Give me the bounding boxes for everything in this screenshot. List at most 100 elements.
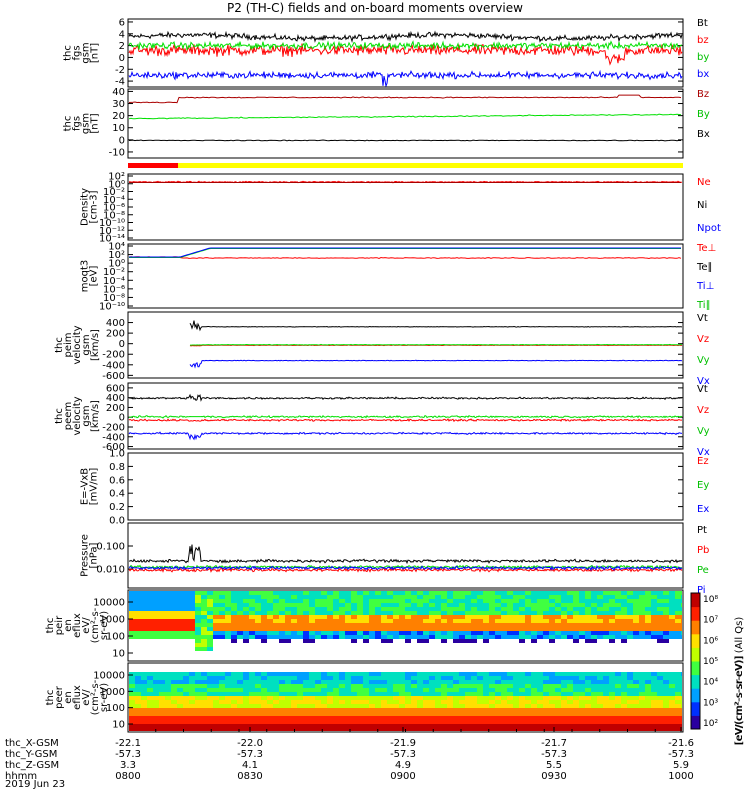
spec-cell: [573, 623, 579, 627]
spec-cell: [387, 611, 393, 615]
spec-cell: [669, 692, 675, 696]
spec-cell: [279, 627, 285, 631]
spec-cell: [375, 611, 381, 615]
spec-cell: [591, 680, 597, 684]
spec-cell: [141, 603, 147, 607]
spec-cell: [453, 591, 459, 595]
spec-cell: [135, 696, 141, 700]
spec-cell: [339, 724, 345, 728]
spec-cell: [429, 619, 435, 623]
spec-cell: [375, 684, 381, 688]
spec-cell: [285, 627, 291, 631]
spec-cell: [645, 627, 651, 631]
spec-cell: [321, 599, 327, 603]
spec-cell: [231, 611, 237, 615]
spec-cell: [543, 603, 549, 607]
spec-cell: [159, 708, 165, 712]
spec-cell: [285, 716, 291, 720]
spec-cell: [279, 684, 285, 688]
spec-cell: [543, 724, 549, 728]
spec-cell: [315, 676, 321, 680]
spec-cell: [387, 716, 393, 720]
spec-cell: [429, 704, 435, 708]
spec-cell: [477, 619, 483, 623]
spec-cell: [501, 680, 507, 684]
spec-cell: [561, 599, 567, 603]
spec-cell: [207, 635, 213, 639]
spec-cell: [477, 688, 483, 692]
spec-cell: [201, 619, 207, 623]
spec-cell: [465, 595, 471, 599]
spec-cell: [465, 676, 471, 680]
spec-cell: [549, 704, 555, 708]
spec-cell: [273, 700, 279, 704]
spec-cell: [435, 623, 441, 627]
spec-cell: [501, 684, 507, 688]
spec-cell: [603, 603, 609, 607]
spec-cell: [267, 700, 273, 704]
spec-cell: [153, 603, 159, 607]
spec-cell: [501, 591, 507, 595]
spec-cell: [207, 688, 213, 692]
spec-cell: [363, 591, 369, 595]
spec-cell: [225, 692, 231, 696]
legend-Npot: Npot: [697, 223, 721, 234]
spec-cell: [585, 672, 591, 676]
spec-cell: [129, 631, 135, 635]
spec-cell: [651, 611, 657, 615]
spec-cell: [141, 688, 147, 692]
spec-cell: [261, 635, 267, 639]
spec-cell: [351, 603, 357, 607]
spec-cell: [435, 599, 441, 603]
spec-cell: [489, 623, 495, 627]
spec-cell: [453, 627, 459, 631]
spec-cell: [561, 672, 567, 676]
spec-cell: [291, 611, 297, 615]
spec-cell: [153, 607, 159, 611]
spec-cell: [501, 623, 507, 627]
spec-cell: [495, 631, 501, 635]
spec-cell: [417, 680, 423, 684]
spec-cell: [177, 591, 183, 595]
spec-cell: [315, 708, 321, 712]
spec-cell: [411, 619, 417, 623]
spec-cell: [279, 599, 285, 603]
spec-cell: [465, 696, 471, 700]
spec-cell: [381, 692, 387, 696]
spec-cell: [309, 603, 315, 607]
spec-cell: [537, 615, 543, 619]
spec-cell: [171, 708, 177, 712]
spec-cell: [573, 676, 579, 680]
spec-cell: [219, 635, 225, 639]
spec-cell: [135, 720, 141, 724]
spec-cell: [381, 639, 387, 643]
spec-cell: [621, 619, 627, 623]
spec-cell: [279, 611, 285, 615]
spec-cell: [267, 704, 273, 708]
spec-cell: [579, 599, 585, 603]
spec-cell: [645, 684, 651, 688]
spec-cell: [357, 692, 363, 696]
spec-cell: [291, 700, 297, 704]
spec-cell: [399, 603, 405, 607]
spec-cell: [399, 688, 405, 692]
spec-cell: [387, 704, 393, 708]
spec-cell: [465, 591, 471, 595]
spec-cell: [489, 704, 495, 708]
spec-cell: [351, 639, 357, 643]
spec-cell: [129, 591, 135, 595]
spec-cell: [507, 615, 513, 619]
series-Vz: [128, 418, 682, 423]
spec-cell: [513, 627, 519, 631]
spec-cell: [129, 635, 135, 639]
spec-cell: [495, 611, 501, 615]
spec-cell: [249, 688, 255, 692]
spec-cell: [567, 680, 573, 684]
spec-cell: [447, 595, 453, 599]
spec-cell: [591, 627, 597, 631]
spec-cell: [525, 688, 531, 692]
spec-cell: [543, 595, 549, 599]
spec-cell: [135, 607, 141, 611]
spec-cell: [597, 692, 603, 696]
spec-cell: [579, 676, 585, 680]
